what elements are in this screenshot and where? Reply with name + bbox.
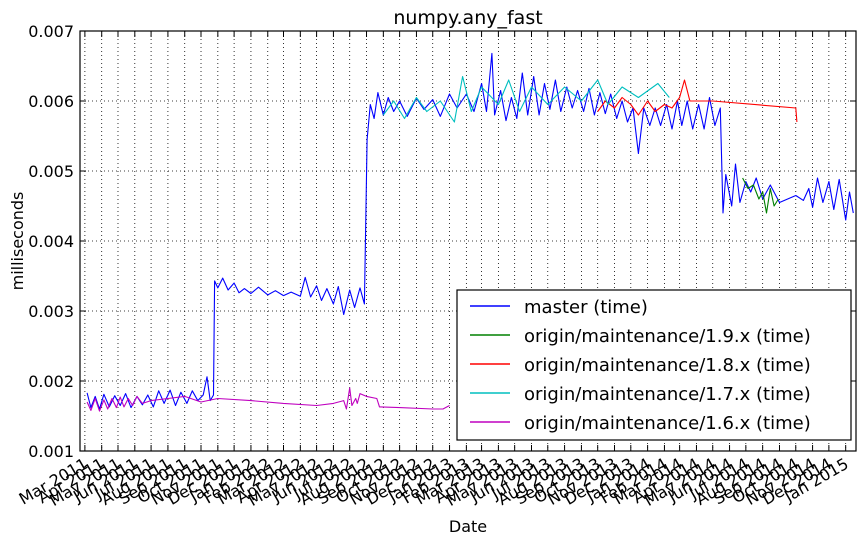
- legend: master (time) origin/maintenance/1.9.x (t…: [456, 289, 852, 441]
- legend-label: origin/maintenance/1.8.x (time): [524, 355, 811, 376]
- y-tick-label: 0.005: [28, 162, 74, 181]
- series-line-3: [382, 75, 670, 123]
- y-tick-label: 0.001: [28, 442, 74, 461]
- chart-title: numpy.any_fast: [393, 7, 542, 29]
- y-tick-label: 0.003: [28, 302, 74, 321]
- y-tick-label: 0.002: [28, 372, 74, 391]
- series-line-2: [597, 79, 798, 123]
- legend-label: origin/maintenance/1.6.x (time): [524, 413, 811, 434]
- plot-series: [86, 52, 854, 412]
- y-tick-label: 0.006: [28, 92, 74, 111]
- series-line-1: [742, 177, 779, 214]
- x-axis-title: Date: [449, 517, 487, 536]
- y-tick-labels: 0.001 0.002 0.003 0.004 0.005 0.006 0.007: [28, 22, 74, 461]
- y-tick-label: 0.007: [28, 22, 74, 41]
- legend-box: [456, 289, 852, 441]
- legend-label: master (time): [524, 297, 648, 318]
- legend-label: origin/maintenance/1.7.x (time): [524, 384, 811, 405]
- y-tick-label: 0.004: [28, 232, 74, 251]
- series-line-4: [86, 387, 450, 412]
- series-line-0: [86, 52, 854, 410]
- legend-label: origin/maintenance/1.9.x (time): [524, 326, 811, 347]
- y-axis-title: milliseconds: [8, 192, 27, 291]
